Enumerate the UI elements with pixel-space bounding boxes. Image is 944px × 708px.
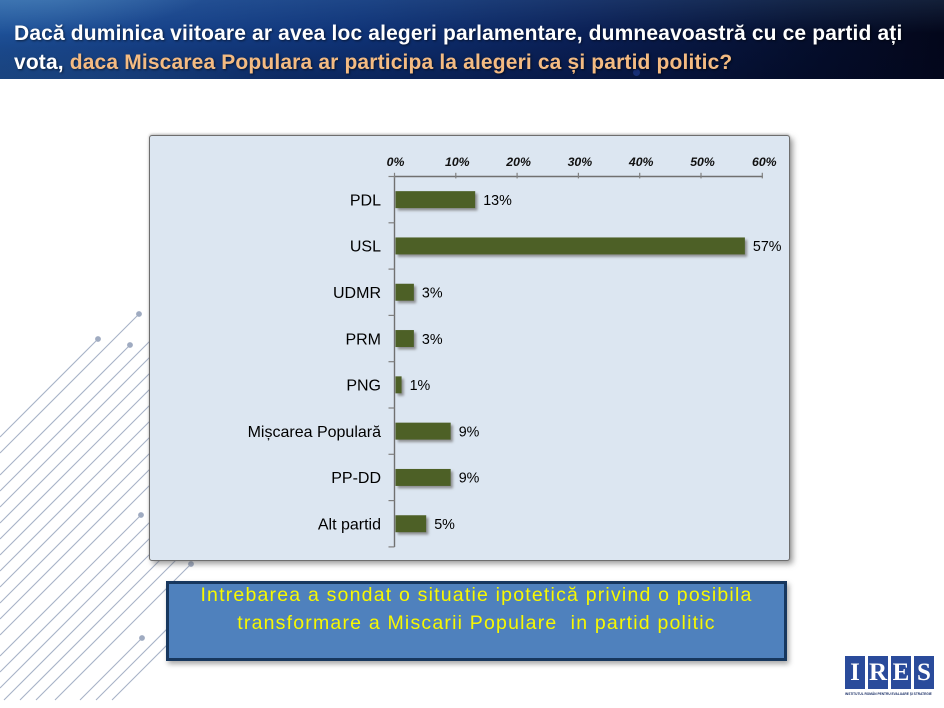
svg-text:PP-DD: PP-DD [331, 470, 381, 487]
svg-text:50%: 50% [690, 155, 715, 169]
svg-text:40%: 40% [628, 155, 654, 169]
svg-text:0%: 0% [387, 155, 405, 169]
svg-text:PNG: PNG [346, 378, 381, 395]
svg-text:9%: 9% [459, 471, 480, 487]
svg-text:Alt partid: Alt partid [318, 517, 381, 534]
svg-text:PRM: PRM [345, 331, 381, 348]
svg-text:20%: 20% [505, 155, 531, 169]
svg-text:13%: 13% [483, 193, 512, 209]
svg-text:3%: 3% [422, 286, 443, 302]
svg-text:9%: 9% [459, 424, 480, 440]
svg-text:30%: 30% [568, 155, 593, 169]
svg-text:1%: 1% [410, 378, 431, 394]
svg-text:5%: 5% [434, 517, 455, 533]
svg-text:10%: 10% [445, 155, 470, 169]
svg-text:57%: 57% [753, 239, 782, 255]
svg-text:Mișcarea Populară: Mișcarea Populară [248, 424, 382, 441]
svg-text:USL: USL [350, 239, 381, 256]
svg-text:UDMR: UDMR [333, 285, 381, 302]
svg-text:60%: 60% [752, 155, 777, 169]
svg-text:3%: 3% [422, 332, 443, 348]
svg-text:PDL: PDL [350, 192, 381, 209]
